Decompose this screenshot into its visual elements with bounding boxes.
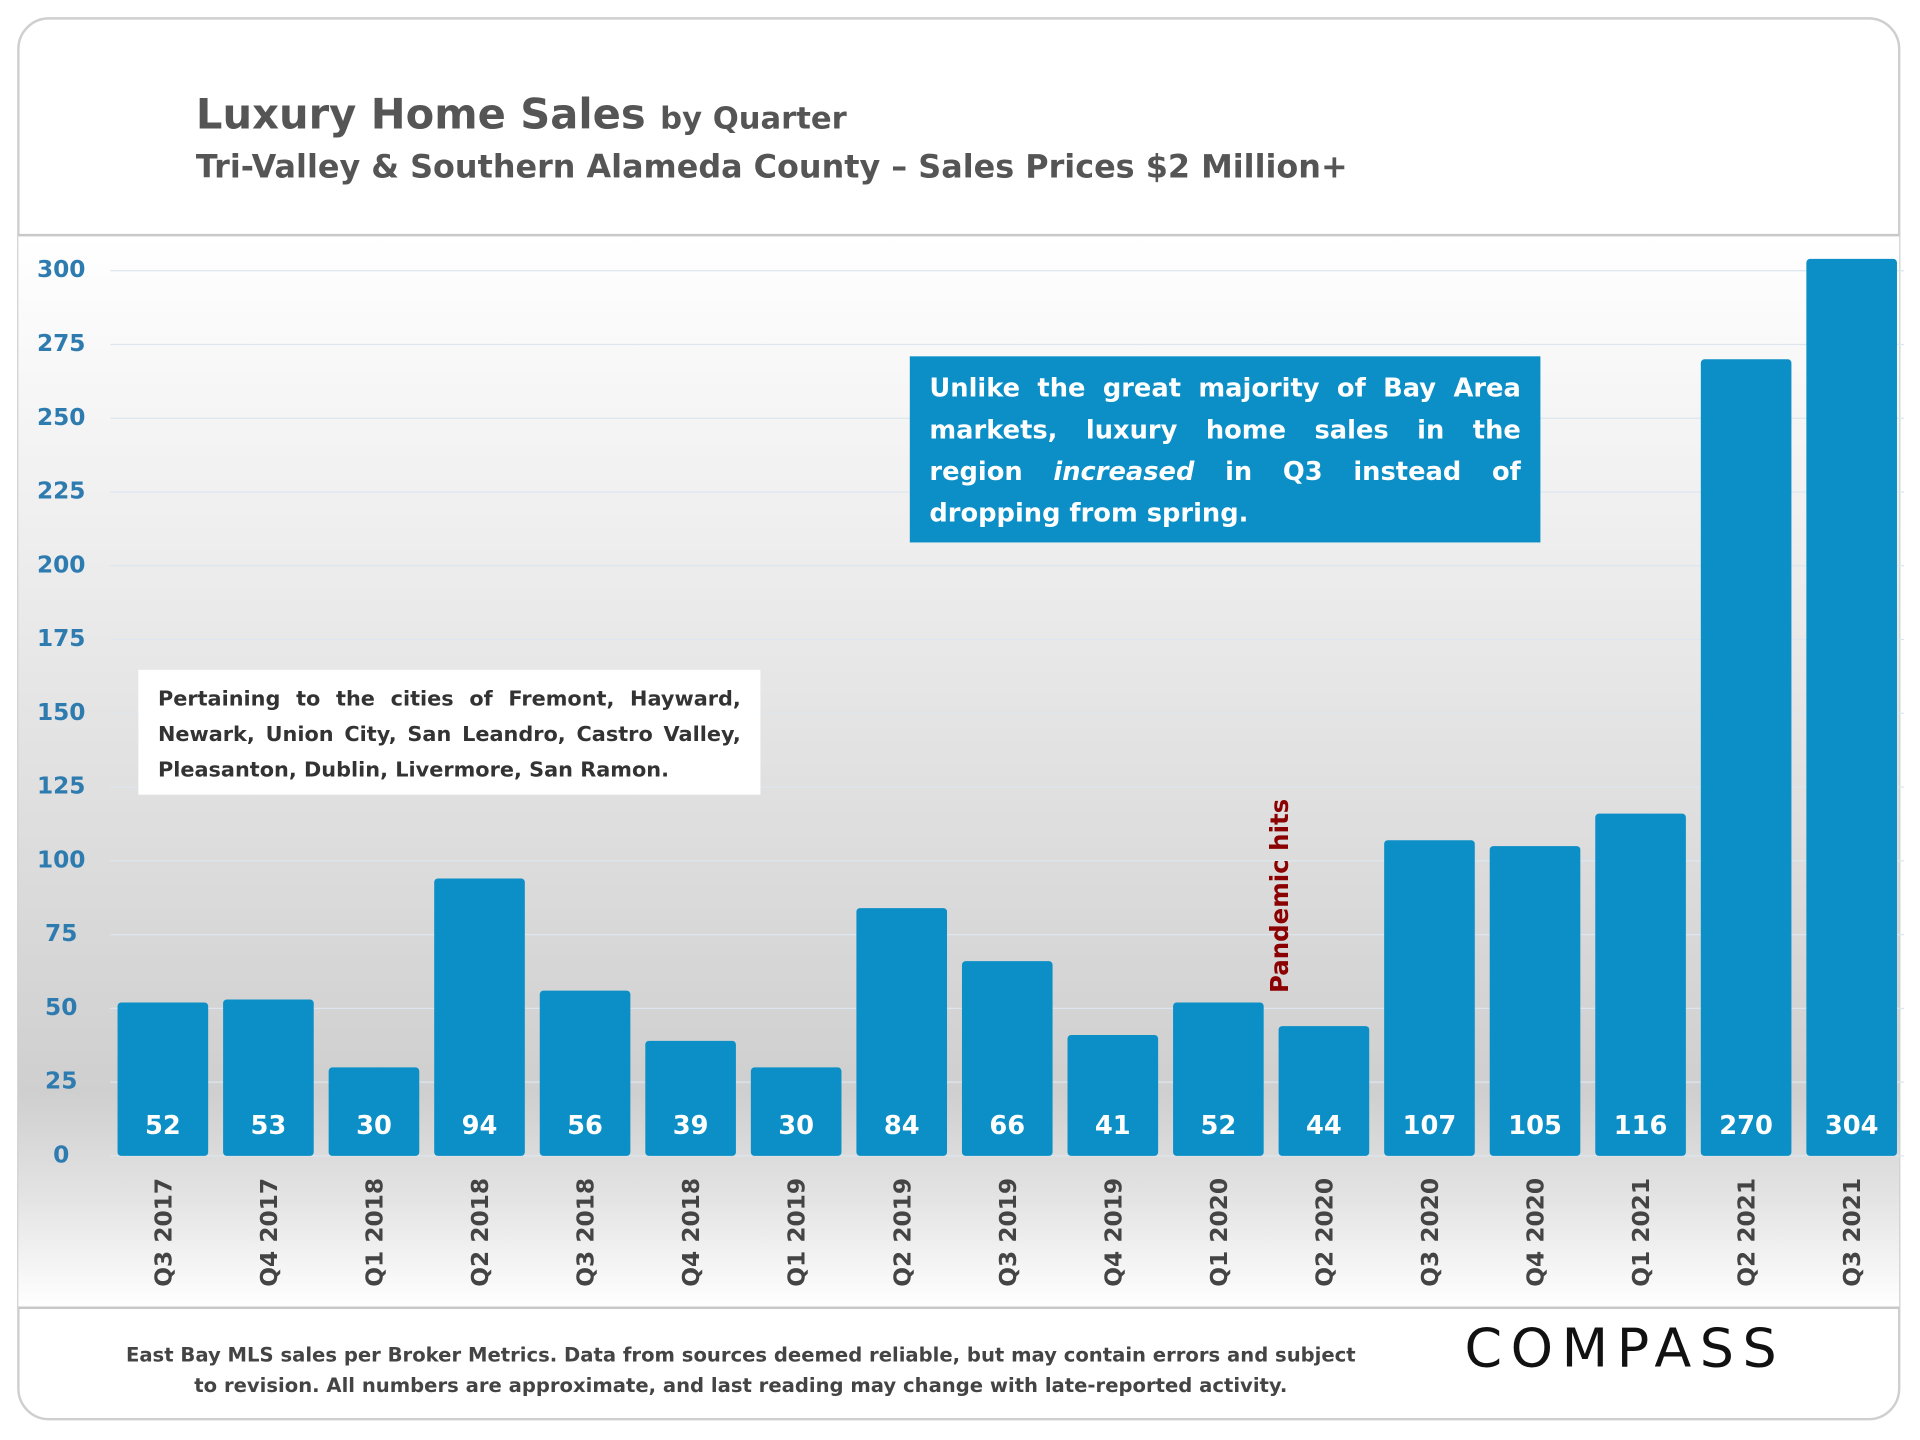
x-tick-label: Q1 2021 bbox=[1628, 1178, 1655, 1287]
value-label: 304 bbox=[1825, 1111, 1879, 1141]
value-label: 56 bbox=[567, 1111, 603, 1141]
bar bbox=[750, 1067, 842, 1156]
y-tick-label: 100 bbox=[37, 846, 86, 873]
value-label: 53 bbox=[251, 1111, 287, 1141]
y-tick-label: 200 bbox=[37, 551, 86, 578]
x-tick-label: Q4 2019 bbox=[1100, 1178, 1127, 1287]
value-label: 41 bbox=[1095, 1111, 1131, 1141]
x-tick-label: Q2 2021 bbox=[1734, 1178, 1761, 1287]
value-label: 94 bbox=[462, 1111, 498, 1141]
x-tick-label: Q4 2020 bbox=[1523, 1178, 1550, 1287]
callout: Unlike the great majority of Bay Area ma… bbox=[909, 356, 1541, 543]
bar bbox=[1595, 813, 1686, 1156]
y-tick-label: 300 bbox=[37, 256, 86, 283]
value-label: 105 bbox=[1508, 1111, 1562, 1141]
bar bbox=[1489, 846, 1581, 1156]
x-tick-label: Q1 2018 bbox=[362, 1178, 389, 1287]
title-suffix: by Quarter bbox=[660, 100, 847, 136]
value-label: 30 bbox=[778, 1111, 814, 1141]
y-tick-label: 75 bbox=[45, 920, 77, 947]
y-tick-label: 175 bbox=[37, 625, 86, 652]
y-tick-label: 125 bbox=[37, 773, 86, 800]
bar bbox=[117, 1002, 209, 1156]
subtitle: Tri-Valley & Southern Alameda County – S… bbox=[195, 149, 1348, 187]
value-label: 107 bbox=[1403, 1111, 1457, 1141]
value-label: 39 bbox=[673, 1111, 709, 1141]
value-label: 270 bbox=[1719, 1111, 1773, 1141]
footer-text: East Bay MLS sales per Broker Metrics. D… bbox=[125, 1343, 1356, 1367]
y-tick-label: 25 bbox=[45, 1068, 77, 1095]
value-label: 52 bbox=[145, 1111, 181, 1141]
bar bbox=[434, 878, 525, 1156]
bar bbox=[1700, 359, 1792, 1156]
x-tick-label: Q4 2017 bbox=[256, 1178, 283, 1287]
x-tick-label: Q1 2020 bbox=[1206, 1178, 1233, 1287]
bar bbox=[1384, 840, 1475, 1156]
bar bbox=[1173, 1002, 1264, 1156]
title: Luxury Home Sales by Quarter bbox=[196, 91, 847, 140]
bar bbox=[645, 1040, 736, 1156]
value-label: 84 bbox=[884, 1111, 920, 1141]
footer-text: to revision. All numbers are approximate… bbox=[194, 1373, 1288, 1398]
event-label: Pandemic hits bbox=[1265, 799, 1294, 993]
callout-text: in Q3 instead of dropping from spring. bbox=[929, 456, 1521, 528]
value-label: 66 bbox=[989, 1111, 1025, 1141]
x-tick-label: Q2 2018 bbox=[467, 1178, 494, 1287]
bar bbox=[539, 990, 631, 1156]
y-tick-label: 50 bbox=[45, 994, 77, 1021]
y-tick-label: 250 bbox=[37, 404, 86, 431]
x-tick-label: Q3 2020 bbox=[1417, 1178, 1444, 1287]
bar bbox=[1067, 1034, 1159, 1156]
cities-note: Pertaining to the cities of Fremont, Hay… bbox=[138, 669, 761, 795]
x-tick-label: Q1 2019 bbox=[784, 1178, 811, 1287]
bar bbox=[856, 908, 948, 1156]
x-tick-label: Q3 2018 bbox=[573, 1178, 600, 1287]
callout-text: Unlike the great majority of Bay Area ma… bbox=[929, 373, 1521, 487]
y-tick-label: 150 bbox=[37, 699, 86, 726]
x-tick-label: Q4 2018 bbox=[678, 1178, 705, 1287]
bar bbox=[1278, 1026, 1370, 1156]
bar bbox=[223, 999, 314, 1156]
logo: COMPASS bbox=[1464, 1317, 1786, 1381]
y-tick-label: 0 bbox=[53, 1141, 69, 1168]
x-tick-label: Q3 2017 bbox=[150, 1178, 177, 1287]
x-tick-label: Q2 2020 bbox=[1311, 1178, 1338, 1287]
value-label: 52 bbox=[1200, 1111, 1236, 1141]
y-tick-label: 225 bbox=[37, 478, 86, 505]
title-main: Luxury Home Sales bbox=[195, 90, 646, 140]
y-tick-label: 275 bbox=[37, 330, 86, 357]
value-label: 116 bbox=[1614, 1111, 1668, 1141]
value-label: 44 bbox=[1306, 1111, 1342, 1141]
x-tick-label: Q3 2019 bbox=[995, 1178, 1022, 1287]
bar bbox=[1806, 258, 1897, 1156]
value-label: 30 bbox=[356, 1111, 392, 1141]
callout-emphasis: increased bbox=[1053, 456, 1195, 487]
bar bbox=[961, 961, 1053, 1156]
bar bbox=[328, 1067, 420, 1156]
x-tick-label: Q3 2021 bbox=[1839, 1178, 1866, 1287]
x-tick-label: Q2 2019 bbox=[889, 1178, 916, 1287]
